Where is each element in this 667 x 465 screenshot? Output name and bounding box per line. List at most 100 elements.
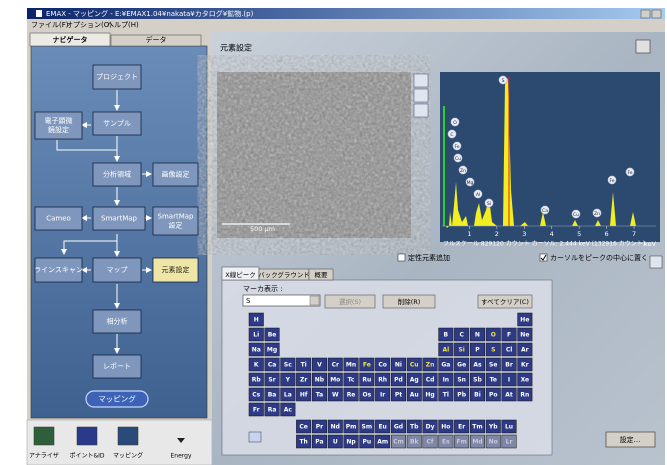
element-symbol: V (317, 361, 322, 368)
marker-dropdown[interactable] (243, 295, 320, 306)
element-symbol: Ag (410, 376, 419, 383)
tool-button[interactable] (414, 74, 428, 87)
peak-label: Fe (627, 170, 632, 176)
element-symbol: Tc (348, 376, 355, 383)
image-tools (414, 74, 428, 117)
element-symbol: Ce (299, 423, 307, 430)
element-symbol: Pr (316, 423, 323, 430)
nav-step-label: Cameo (46, 215, 71, 223)
element-symbol: F (507, 331, 511, 338)
element-symbol: Ir (380, 391, 385, 398)
element-symbol: Fm (456, 438, 466, 445)
element-symbol: Rn (520, 391, 529, 398)
element-symbol: Tm (472, 423, 482, 430)
panel-icon-button[interactable] (636, 40, 650, 53)
element-symbol: Ho (441, 423, 450, 430)
element-symbol: U (333, 438, 338, 445)
peak-label: Cu (455, 156, 461, 162)
element-symbol: Fe (363, 361, 371, 368)
element-symbol: Sm (362, 423, 373, 430)
element-symbol: Rb (252, 376, 262, 383)
element-symbol: Mo (330, 376, 340, 383)
element-symbol: Au (410, 391, 419, 398)
checkbox[interactable] (398, 254, 405, 261)
element-symbol: Cs (252, 391, 260, 398)
element-symbol: Li (253, 331, 259, 338)
nav-step-label: マップ (107, 266, 128, 274)
element-symbol: N (475, 331, 480, 338)
spectrum-status: フルスケール 829120 カウント カーソル: 2.444 keV (1329… (443, 240, 645, 248)
element-symbol: Pa (315, 438, 323, 445)
nav-step-label: サンプル (103, 120, 131, 128)
element-symbol: Sr (268, 376, 275, 383)
element-symbol: Am (377, 438, 388, 445)
peak-label: C (450, 132, 453, 138)
element-symbol: Ac (284, 406, 293, 413)
x-tick-label: 7 (632, 230, 636, 238)
element-symbol: Os (363, 391, 372, 398)
element-symbol: He (520, 316, 529, 323)
peak-label: O (453, 120, 457, 126)
element-symbol: Pt (395, 391, 402, 398)
peak-label: Zn (460, 168, 466, 174)
spectrum-icon-button[interactable] (650, 256, 662, 268)
element-symbol: Bi (474, 391, 481, 398)
nav-step-label: SmartMap (158, 213, 195, 221)
tool-button[interactable] (414, 89, 428, 102)
nav-step-label: SmartMap (101, 215, 138, 223)
element-symbol: Tl (443, 391, 449, 398)
dropdown-arrow[interactable] (310, 296, 319, 305)
x-tick-label: 5 (577, 230, 581, 238)
element-symbol: Ca (268, 361, 276, 368)
option-label: カーソルをピークの中心に置く (550, 253, 648, 262)
element-symbol: Cd (426, 376, 435, 383)
element-symbol: Rh (378, 376, 387, 383)
minimize-button[interactable] (641, 10, 650, 18)
element-symbol: Lr (506, 438, 513, 445)
toolbar-label: ポイント&ID (69, 452, 104, 460)
element-symbol: Ra (268, 406, 277, 413)
nav-step-label: 画像設定 (162, 170, 190, 179)
element-symbol: Yb (488, 423, 498, 430)
element-symbol: Md (472, 438, 482, 445)
image-scale: 500 μm (250, 225, 275, 233)
element-symbol: Hg (425, 391, 434, 398)
tab-label: X線ピーク (225, 270, 255, 279)
element-symbol: Se (489, 361, 497, 368)
element-symbol: In (443, 376, 450, 383)
x-tick-label: 2 (495, 230, 499, 238)
x-tick-label: 1 (467, 230, 471, 238)
element-symbol: At (505, 391, 513, 398)
element-symbol: Pu (363, 438, 372, 445)
tab-label: バックグラウンド (258, 270, 310, 279)
element-symbol: Fr (253, 406, 260, 413)
element-symbol: La (284, 391, 292, 398)
element-symbol: Cu (410, 361, 419, 368)
spectrum-unit: keV (644, 240, 657, 248)
toolbar-icon[interactable] (77, 427, 97, 445)
nav-step-label: 分析領域 (103, 170, 131, 179)
toolbar-icon[interactable] (118, 427, 138, 445)
nav-step-label: 相分析 (107, 317, 128, 326)
element-symbol: Bk (410, 438, 420, 445)
peak-label: Cu (573, 212, 579, 218)
element-symbol: Ba (268, 391, 277, 398)
nav-step-label: レポート (103, 363, 131, 371)
element-symbol: Ta (316, 391, 323, 398)
element-symbol: Cl (506, 346, 512, 353)
element-symbol: Zr (300, 376, 307, 383)
element-symbol: Ti (301, 361, 307, 368)
element-symbol: Nd (331, 423, 340, 430)
maximize-button[interactable] (652, 10, 661, 18)
element-symbol: Kr (521, 361, 529, 368)
element-symbol: Ar (521, 346, 529, 353)
element-symbol: Eu (378, 423, 386, 430)
table-icon[interactable] (249, 432, 261, 442)
spectrum-panel (440, 72, 660, 242)
toolbar-icon[interactable] (34, 427, 54, 445)
toolbar-label: Energy (170, 453, 191, 460)
tab-label: 概要 (315, 270, 329, 279)
tool-button[interactable] (414, 104, 428, 117)
element-symbol: Al (442, 346, 449, 353)
element-symbol: Na (252, 346, 261, 353)
